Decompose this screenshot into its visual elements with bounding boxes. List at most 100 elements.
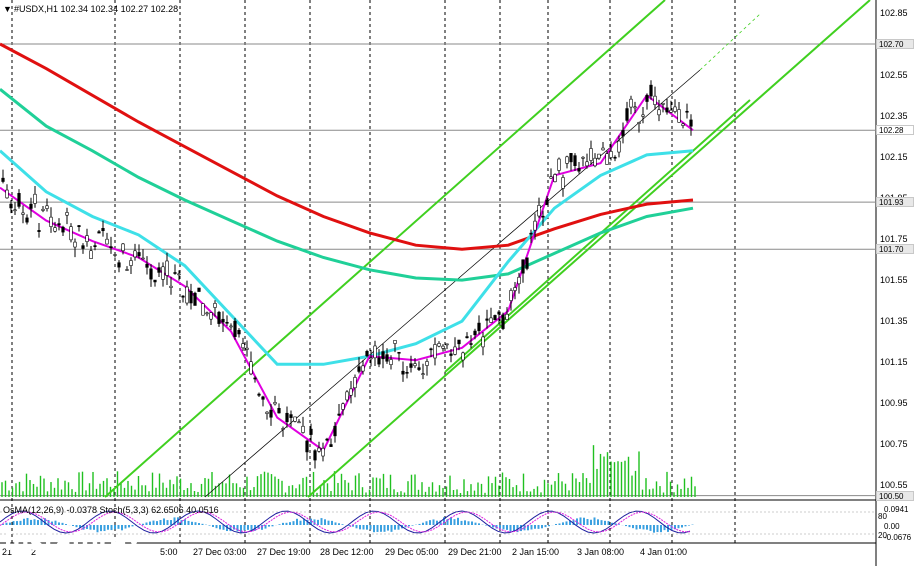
candle-body [173,272,177,274]
channel-outer-line [307,0,871,498]
candle-body [637,122,641,124]
instaforex-watermark: instaforex Instant Forex Trading [4,528,142,565]
candle-body [253,377,257,380]
candle-body [553,174,557,183]
candle-body [157,267,161,273]
candle-body [13,209,17,212]
candle-body [581,156,585,159]
candle-body [433,344,437,359]
candle-body [137,252,141,257]
candle-body [177,273,181,276]
candle-body [449,353,453,356]
candle-body [345,391,349,401]
channel-upper-line [104,0,666,498]
time-axis-label: 29 Dec 05:00 [385,547,439,557]
time-axis-label: 27 Dec 03:00 [193,547,247,557]
candle-body [301,425,305,433]
candle-body [453,346,457,355]
candle-body [29,203,33,209]
current-price-label: 102.28 [876,125,914,136]
chart-menu-icon[interactable]: ▼ [3,4,12,14]
candle-body [229,325,233,328]
indicator-axis-label: 20 [878,531,887,540]
candle-body [625,108,629,121]
candle-body [677,109,681,123]
time-axis-label-partial: 21 [2,547,13,557]
candle-body [201,303,205,316]
level-101-70-label: 101.70 [876,244,914,255]
level-100-50-label: 100.50 [876,490,914,501]
candle-body [285,412,289,423]
candle-body [153,279,157,283]
candle-body [421,373,425,375]
candle-body [205,312,209,315]
price-axis-label: 101.75 [880,234,908,245]
candle-body [393,340,397,344]
candle-body [349,388,353,396]
candle-body [333,425,337,437]
candle-body [53,227,57,232]
stoch-signal-line [0,511,691,533]
candle-body [689,119,693,127]
candle-body [121,243,125,252]
candle-body [185,286,189,304]
candle-body [633,106,637,109]
candle-body [529,232,533,235]
price-axis-label: 102.15 [880,151,908,162]
brand-logo: instaforex [4,528,142,556]
candle-body [273,402,277,405]
candle-body [497,311,501,315]
candle-body [181,295,185,298]
candle-body [165,260,169,276]
candle-body [117,262,121,268]
trend-extension [699,13,761,71]
candle-body [65,212,69,216]
candle-body [517,276,521,285]
candle-body [629,98,633,108]
candle-body [25,217,29,223]
candle-body [469,343,473,345]
candle-body [405,372,409,374]
candle-body [261,396,265,400]
indicator-label: OsMA(12,26,9) -0.0378 Stoch(5,3,3) 62.65… [3,505,219,515]
candle-body [341,403,345,410]
price-axis-label: 102.35 [880,110,908,121]
candle-body [525,257,529,269]
candle-body [149,268,153,280]
candle-body [489,317,493,323]
level-102-70-label: 102.70 [876,39,914,49]
candle-body [73,241,77,248]
symbol-header: #USDX,H1 102.34 102.34 102.27 102.28 [14,4,179,14]
price-axis-label: 100.55 [880,480,908,491]
candle-body [613,156,617,159]
candle-body [17,193,21,207]
candle-body [265,411,269,414]
price-axis-label: 102.55 [880,69,908,80]
candle-body [141,257,145,260]
candle-body [557,158,561,171]
candle-body [381,351,385,360]
candle-body [617,140,621,153]
candle-body [377,357,381,365]
candle-body [221,318,225,323]
candle-body [437,343,441,347]
candle-body [37,230,41,232]
candle-body [237,329,241,335]
candle-body [57,223,61,226]
candle-body [621,130,625,137]
candle-body [249,361,253,375]
candle-body [81,245,85,249]
candle-body [401,370,405,375]
candle-body [281,428,285,430]
candle-body [537,204,541,217]
candle-body [309,428,313,435]
candle-body [669,109,673,113]
candle-body [213,303,217,308]
candle-body [493,315,497,321]
time-axis-label-partial: 5:00 [160,547,178,557]
candle-body [101,228,105,232]
candle-body [665,107,669,113]
candle-body [465,336,469,339]
